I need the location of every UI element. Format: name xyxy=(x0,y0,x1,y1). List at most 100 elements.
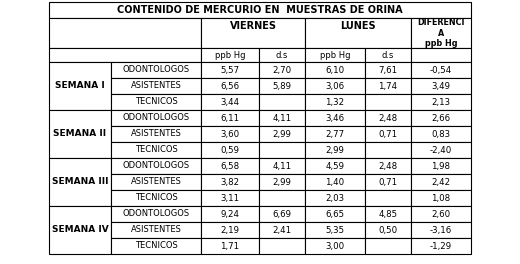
Text: 0,59: 0,59 xyxy=(220,145,240,154)
Text: 1,40: 1,40 xyxy=(326,177,345,186)
Text: 0,71: 0,71 xyxy=(379,130,398,139)
Text: 4,11: 4,11 xyxy=(272,114,292,122)
Text: ASISTENTES: ASISTENTES xyxy=(131,225,181,234)
Bar xyxy=(365,142,411,158)
Text: -2,40: -2,40 xyxy=(430,145,452,154)
Text: SEMANA I: SEMANA I xyxy=(55,82,105,91)
Bar xyxy=(259,190,305,206)
Bar xyxy=(259,110,305,126)
Text: 6,65: 6,65 xyxy=(326,210,345,219)
Text: 2,99: 2,99 xyxy=(326,145,344,154)
Bar xyxy=(305,18,411,48)
Bar xyxy=(259,62,305,78)
Text: 3,82: 3,82 xyxy=(220,177,240,186)
Bar xyxy=(365,158,411,174)
Bar xyxy=(411,190,471,206)
Bar xyxy=(365,62,411,78)
Bar xyxy=(201,190,259,206)
Bar xyxy=(111,62,201,78)
Text: 2,66: 2,66 xyxy=(432,114,450,122)
Bar xyxy=(305,142,365,158)
Bar xyxy=(411,142,471,158)
Bar xyxy=(305,174,365,190)
Text: ppb Hg: ppb Hg xyxy=(215,50,245,59)
Text: LUNES: LUNES xyxy=(340,21,376,31)
Text: 0,71: 0,71 xyxy=(379,177,398,186)
Text: 1,71: 1,71 xyxy=(220,242,240,251)
Bar xyxy=(305,62,365,78)
Bar xyxy=(201,48,259,62)
Bar xyxy=(365,110,411,126)
Text: 3,60: 3,60 xyxy=(220,130,240,139)
Bar xyxy=(111,142,201,158)
Text: 2,19: 2,19 xyxy=(220,225,240,234)
Text: -0,54: -0,54 xyxy=(430,65,452,74)
Bar xyxy=(111,110,201,126)
Text: 0,50: 0,50 xyxy=(379,225,398,234)
Text: ppb Hg: ppb Hg xyxy=(320,50,350,59)
Bar xyxy=(411,238,471,254)
Bar xyxy=(411,222,471,238)
Text: 5,89: 5,89 xyxy=(272,82,292,91)
Text: 3,46: 3,46 xyxy=(326,114,345,122)
Bar xyxy=(365,78,411,94)
Bar xyxy=(49,206,111,254)
Bar xyxy=(201,78,259,94)
Bar xyxy=(49,62,111,110)
Text: 1,74: 1,74 xyxy=(379,82,398,91)
Bar xyxy=(259,222,305,238)
Text: 2,99: 2,99 xyxy=(272,177,291,186)
Text: 2,48: 2,48 xyxy=(379,162,398,171)
Bar xyxy=(49,2,471,18)
Text: 7,61: 7,61 xyxy=(379,65,398,74)
Text: 6,56: 6,56 xyxy=(220,82,240,91)
Text: 3,49: 3,49 xyxy=(432,82,450,91)
Text: 4,85: 4,85 xyxy=(379,210,398,219)
Text: 3,06: 3,06 xyxy=(326,82,345,91)
Bar xyxy=(305,206,365,222)
Text: CONTENIDO DE MERCURIO EN  MUESTRAS DE ORINA: CONTENIDO DE MERCURIO EN MUESTRAS DE ORI… xyxy=(117,5,403,15)
Text: 2,60: 2,60 xyxy=(432,210,450,219)
Bar xyxy=(201,18,305,48)
Bar xyxy=(201,110,259,126)
Bar xyxy=(411,158,471,174)
Bar xyxy=(411,126,471,142)
Bar xyxy=(365,222,411,238)
Bar xyxy=(259,78,305,94)
Text: 9,24: 9,24 xyxy=(220,210,240,219)
Bar xyxy=(259,94,305,110)
Bar xyxy=(411,110,471,126)
Text: 2,13: 2,13 xyxy=(432,97,450,106)
Text: SEMANA III: SEMANA III xyxy=(52,177,108,186)
Bar xyxy=(259,206,305,222)
Text: ASISTENTES: ASISTENTES xyxy=(131,177,181,186)
Bar xyxy=(111,206,201,222)
Text: ODONTOLOGOS: ODONTOLOGOS xyxy=(122,65,190,74)
Bar xyxy=(49,48,201,62)
Bar xyxy=(201,206,259,222)
Bar xyxy=(411,94,471,110)
Bar xyxy=(201,94,259,110)
Text: 3,11: 3,11 xyxy=(220,194,240,202)
Bar xyxy=(111,238,201,254)
Bar xyxy=(49,158,111,206)
Bar xyxy=(111,78,201,94)
Text: ODONTOLOGOS: ODONTOLOGOS xyxy=(122,210,190,219)
Bar xyxy=(305,94,365,110)
Bar xyxy=(201,222,259,238)
Text: ASISTENTES: ASISTENTES xyxy=(131,82,181,91)
Text: DIFERENCI
A
ppb Hg: DIFERENCI A ppb Hg xyxy=(417,18,465,48)
Bar xyxy=(305,126,365,142)
Text: 6,58: 6,58 xyxy=(220,162,240,171)
Text: 1,98: 1,98 xyxy=(432,162,450,171)
Text: ASISTENTES: ASISTENTES xyxy=(131,130,181,139)
Bar xyxy=(259,238,305,254)
Bar xyxy=(365,174,411,190)
Text: d.s: d.s xyxy=(276,50,288,59)
Bar xyxy=(305,190,365,206)
Text: 3,00: 3,00 xyxy=(326,242,345,251)
Bar xyxy=(305,222,365,238)
Bar xyxy=(365,206,411,222)
Text: 4,59: 4,59 xyxy=(326,162,345,171)
Text: -3,16: -3,16 xyxy=(430,225,452,234)
